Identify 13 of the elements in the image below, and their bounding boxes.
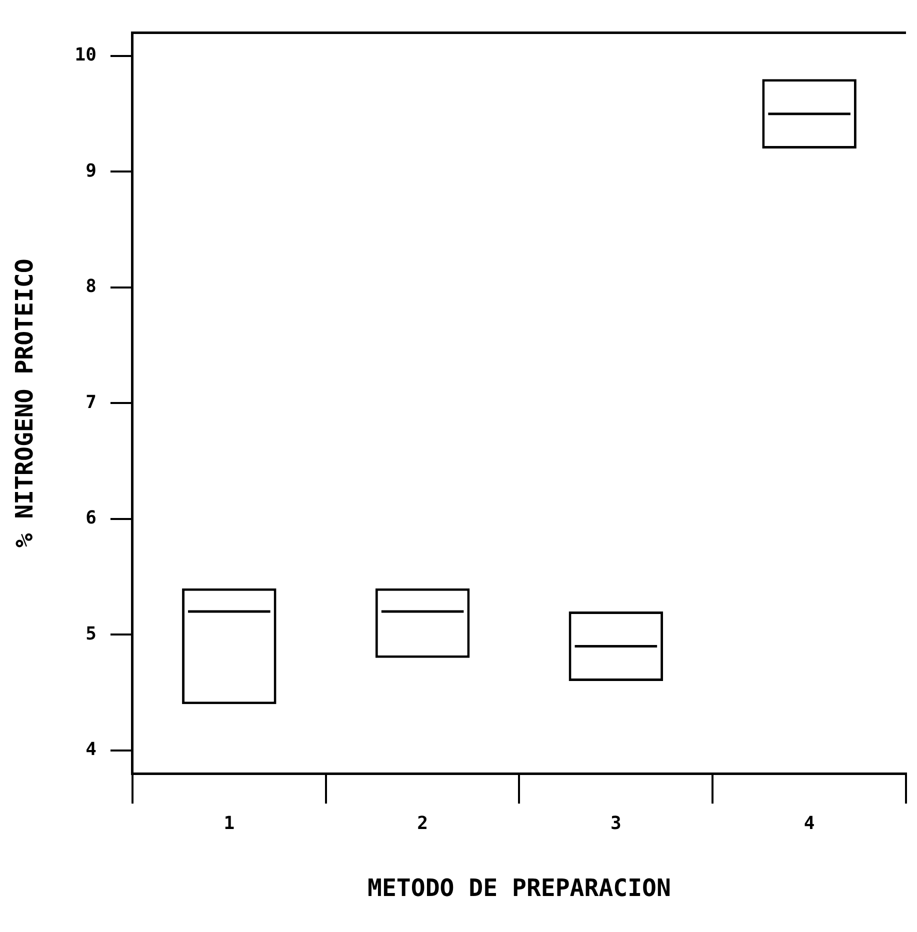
y-tick-label: 7 [86,392,96,413]
y-tick-label: 9 [86,160,96,182]
y-axis-title: % NITROGENO PROTEICO [10,258,39,548]
y-tick-label: 4 [86,739,97,760]
x-tick-label: 1 [224,813,235,834]
y-tick-label: 5 [86,623,96,644]
y-tick-label: 10 [74,44,96,66]
x-tick-label: 4 [804,813,815,834]
x-axis-title: METODO DE PREPARACION [368,874,671,902]
y-tick-label: 6 [86,508,96,529]
x-tick-label: 2 [417,813,428,834]
y-tick-label: 8 [86,276,96,298]
x-tick-label: 3 [610,813,622,834]
